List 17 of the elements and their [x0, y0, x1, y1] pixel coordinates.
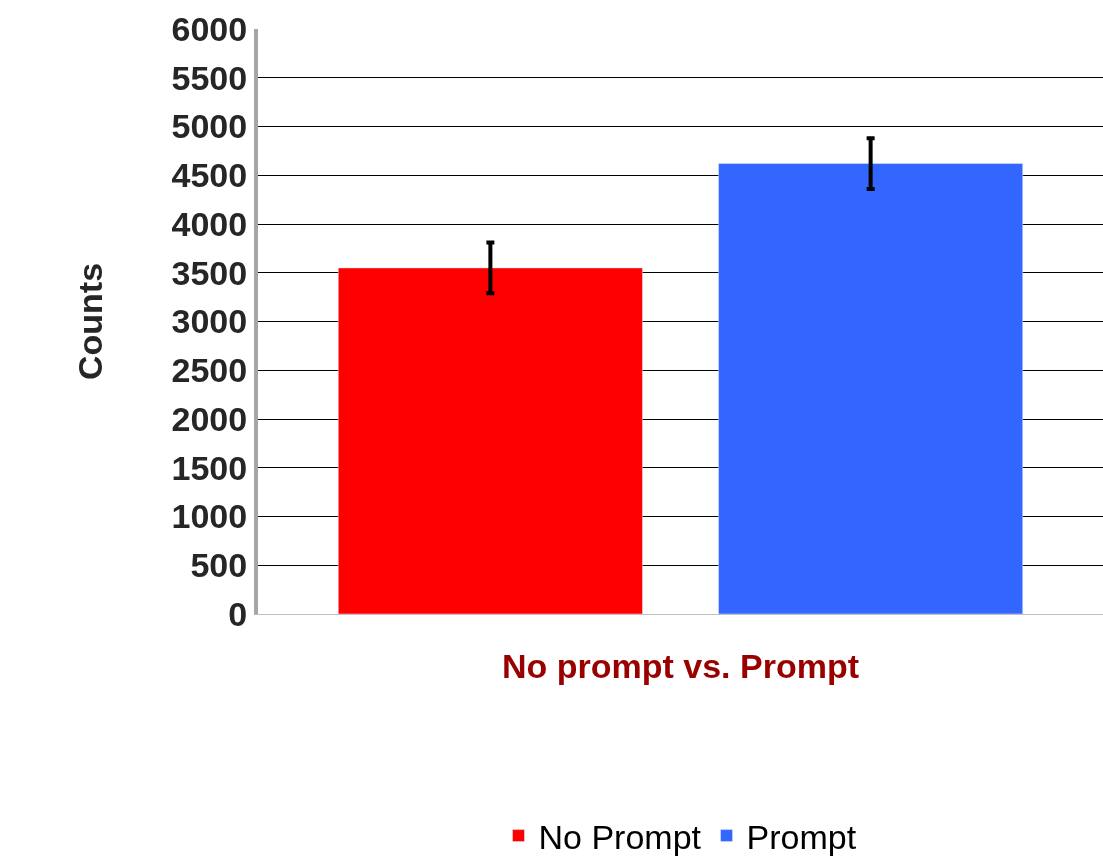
- legend-label: No Prompt: [538, 817, 702, 856]
- x-axis-title: No prompt vs. Prompt: [501, 647, 860, 686]
- y-tick-label: 2000: [171, 399, 248, 438]
- y-tick-label: 4000: [171, 204, 248, 243]
- y-tick-label: 3500: [171, 253, 248, 292]
- y-tick-label: 4500: [171, 156, 248, 195]
- y-tick-label: 1500: [171, 448, 248, 487]
- y-tick-label: 2500: [171, 351, 248, 390]
- y-tick-label: 5500: [171, 58, 248, 97]
- legend-label: Prompt: [746, 817, 857, 856]
- y-tick-label: 500: [190, 546, 248, 585]
- y-axis-title: Counts: [70, 262, 109, 381]
- y-tick-label: 6000: [171, 9, 248, 48]
- y-tick-label: 1000: [171, 497, 248, 536]
- y-tick-label: 0: [228, 594, 248, 633]
- y-tick-label: 5000: [171, 107, 248, 146]
- y-tick-label: 3000: [171, 302, 248, 341]
